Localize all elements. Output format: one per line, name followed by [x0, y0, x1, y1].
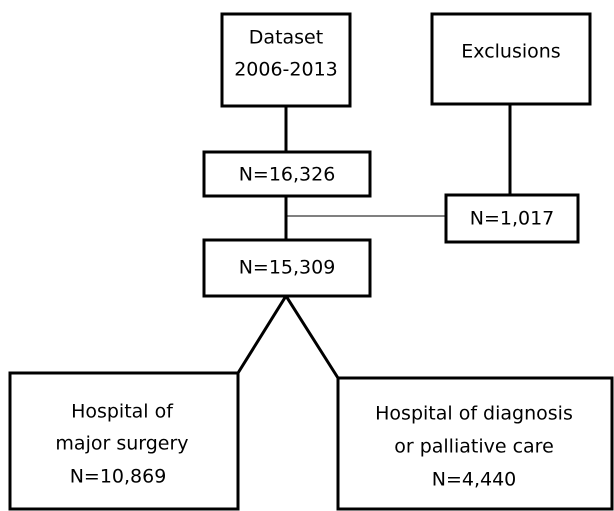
box-text: N=1,017	[470, 208, 555, 230]
box-text: 2006-2013	[234, 59, 338, 81]
box-text: Hospital of	[71, 401, 174, 423]
box-text: N=15,309	[239, 257, 336, 279]
box	[8, 371, 240, 511]
box	[444, 193, 580, 244]
box-text: Exclusions	[461, 41, 560, 63]
box-text: N=10,869	[70, 466, 167, 488]
box	[220, 12, 352, 108]
box-text: Dataset	[249, 27, 323, 49]
connector	[236, 293, 340, 379]
box	[430, 12, 592, 106]
box-text: major surgery	[55, 433, 188, 455]
box-text: N=4,440	[432, 469, 517, 491]
box	[336, 376, 614, 511]
box-text: Hospital of diagnosis	[375, 403, 573, 425]
box	[202, 238, 372, 298]
box	[202, 150, 372, 198]
box-text: N=16,326	[239, 164, 336, 186]
box-text: or palliative care	[394, 436, 554, 458]
